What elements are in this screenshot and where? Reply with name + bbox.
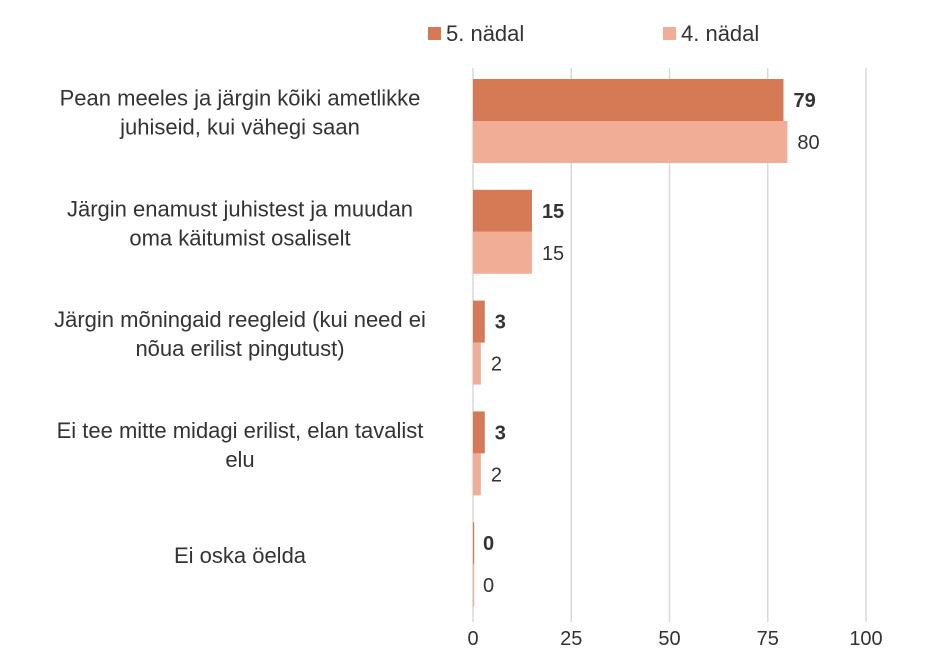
x-tick-label: 75 (757, 628, 779, 650)
bar-week5-3 (473, 411, 485, 454)
bar-week4-0 (473, 121, 788, 163)
x-axis-ticks: 0 25 50 75 100 (467, 628, 882, 650)
category-labels: Pean meeles ja järgin kõiki ametlikke juh… (54, 86, 426, 569)
value-labels: 79 80 15 15 3 2 3 2 0 0 (483, 90, 820, 597)
bar-week5-4 (473, 522, 475, 565)
legend-swatch-week5 (428, 27, 441, 40)
data-label: 80 (797, 132, 819, 154)
data-label: 3 (495, 312, 506, 334)
x-tick-label: 50 (658, 628, 680, 650)
category-label: Ei oska öelda (174, 543, 307, 568)
data-label: 2 (491, 354, 502, 376)
category-label: Ei tee mitte midagi erilist, elan tavali… (57, 418, 424, 472)
bar-week5-0 (473, 79, 784, 121)
data-label: 0 (483, 533, 494, 555)
bar-week4-4 (473, 564, 475, 607)
bar-week4-2 (473, 342, 481, 385)
data-label: 15 (542, 243, 564, 265)
bars (473, 79, 788, 607)
bar-week5-2 (473, 300, 485, 343)
data-label: 3 (495, 422, 506, 444)
data-label: 0 (483, 575, 494, 597)
bar-week5-1 (473, 189, 532, 232)
bar-week4-1 (473, 231, 532, 274)
legend-swatch-week4 (663, 27, 676, 40)
x-tick-label: 0 (467, 628, 478, 650)
legend: 5. nädal 4. nädal (428, 21, 759, 46)
data-label: 79 (793, 90, 815, 112)
data-label: 15 (542, 201, 564, 223)
legend-entry: 4. nädal (681, 21, 759, 46)
category-label: Järgin mõningaid reegleid (kui need ei nõ… (54, 307, 426, 361)
x-tick-label: 100 (849, 628, 882, 650)
legend-entry: 5. nädal (446, 21, 524, 46)
data-label: 2 (491, 464, 502, 486)
bar-week4-3 (473, 453, 481, 496)
x-tick-label: 25 (560, 628, 582, 650)
category-label: Järgin enamust juhistest ja muudan oma kä… (67, 196, 413, 250)
category-label: Pean meeles ja järgin kõiki ametlikke juh… (60, 86, 421, 140)
